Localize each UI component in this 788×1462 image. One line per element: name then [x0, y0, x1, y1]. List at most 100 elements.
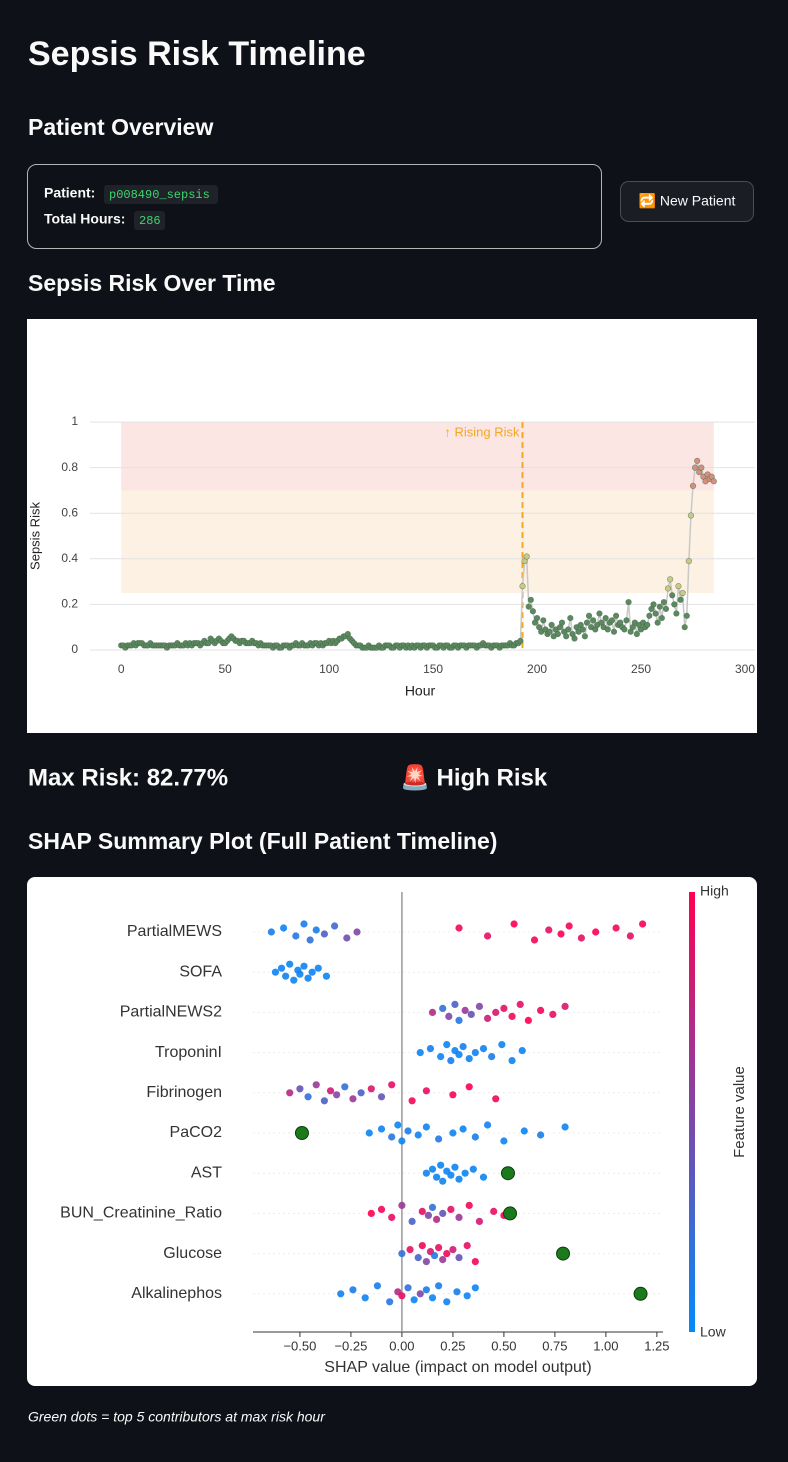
shap-dot: [455, 924, 463, 932]
x-tick-label: 300: [735, 662, 755, 676]
risk-point: [625, 599, 632, 606]
shap-dot: [508, 1012, 516, 1021]
shap-dot: [549, 1010, 557, 1019]
shap-dot: [398, 1292, 406, 1300]
button-label[interactable]: 🔁 New Patient: [639, 193, 736, 210]
shap-dot: [428, 1203, 437, 1211]
risk-point: [633, 630, 640, 638]
risk-point: [687, 512, 695, 519]
shap-dot: [639, 920, 647, 928]
shap-dot: [557, 930, 565, 938]
y-tick-label: 0: [71, 642, 78, 656]
risk-point: [540, 617, 547, 624]
shap-dot: [343, 934, 351, 942]
feature-label: PartialNEWS2: [120, 1004, 222, 1021]
risk-point: [533, 614, 541, 622]
risk-point: [660, 599, 668, 606]
x-tick-label: 1.00: [593, 1338, 618, 1353]
shap-dot: [361, 1294, 369, 1302]
shap-dot: [467, 1010, 475, 1019]
risk-point: [525, 603, 532, 610]
shap-dot: [445, 1012, 453, 1021]
code-pill: [104, 185, 218, 204]
risk-point: [677, 596, 684, 603]
footnote: Green dots = top 5 contributors at max r…: [28, 1409, 326, 1425]
shap-dot: [453, 1288, 461, 1296]
x-tick-label: 1.25: [644, 1338, 669, 1353]
shap-dot: [349, 1286, 357, 1294]
shap-dot: [377, 1093, 386, 1101]
chart-heading: SHAP Summary Plot (Full Patient Timeline…: [28, 828, 497, 854]
risk-point: [590, 617, 597, 624]
shap-dot: [432, 1215, 441, 1223]
patient-id: p008490_sepsis: [109, 188, 210, 202]
shap-dot: [422, 1258, 430, 1266]
top-contributor-dot: [294, 1126, 309, 1140]
shap-dot: [475, 1217, 484, 1225]
shap-dot: [518, 1047, 526, 1055]
shap-dot: [471, 1258, 479, 1266]
shap-dot: [300, 962, 308, 970]
shap-dot: [349, 1095, 357, 1103]
shap-dot: [439, 1177, 447, 1185]
shap-dot: [416, 1049, 424, 1057]
x-tick-label: 250: [631, 662, 651, 676]
shap-dot: [455, 1175, 463, 1183]
risk-point: [604, 626, 611, 633]
shap-dot: [463, 1242, 471, 1250]
shap-dot: [455, 1254, 463, 1262]
shap-dot: [455, 1213, 463, 1221]
shap-dot: [443, 1250, 451, 1258]
shap-dot: [524, 1016, 532, 1024]
shap-dot: [435, 1282, 443, 1290]
annotation-text: ↑ Rising Risk: [444, 425, 520, 440]
x-tick-label: 200: [527, 662, 547, 676]
shap-dot: [267, 928, 275, 936]
risk-point: [558, 619, 566, 626]
x-tick-label: 0: [118, 662, 125, 676]
shap-chart: SHAP value (impact on model output) High…: [60, 883, 748, 1377]
shap-dot: [461, 1169, 469, 1177]
shap-dot: [388, 1213, 396, 1221]
shap-dot: [394, 1121, 402, 1129]
shap-dot: [498, 1041, 506, 1049]
shap-dot: [463, 1292, 471, 1300]
shap-dot: [367, 1085, 375, 1093]
shap-dot: [469, 1165, 477, 1173]
colorbar-title: Feature value: [731, 1066, 748, 1158]
shap-dot: [416, 1290, 424, 1298]
feature-label: PaCO2: [170, 1124, 223, 1141]
button-frame[interactable]: [620, 181, 754, 222]
shap-dot: [510, 920, 518, 928]
colorbar: [689, 892, 695, 1332]
shap-dot: [508, 1057, 516, 1065]
colorbar-low: Low: [700, 1324, 727, 1340]
shap-dot: [451, 1000, 459, 1009]
risk-point: [519, 583, 526, 590]
shap-dot: [483, 932, 492, 940]
code-pill: [134, 211, 165, 230]
shap-dot: [612, 924, 620, 932]
new-patient-button[interactable]: 🔁 New Patient: [620, 181, 754, 222]
patient-card: [27, 164, 602, 249]
shap-dot: [314, 964, 322, 972]
shap-dot: [475, 1002, 484, 1011]
risk-point: [679, 589, 686, 597]
risk-point: [585, 612, 593, 619]
shap-dot: [398, 1250, 406, 1258]
risk-point: [654, 619, 661, 626]
risk-point: [567, 614, 574, 622]
shap-dot: [455, 1016, 463, 1024]
risk-point: [685, 557, 692, 565]
chart-heading: Sepsis Risk Over Time: [28, 270, 276, 296]
shap-dot: [490, 1207, 498, 1215]
risk-point: [669, 592, 676, 599]
shap-dot: [471, 1049, 479, 1057]
shap-dot: [437, 1053, 445, 1061]
shap-dot: [418, 1242, 426, 1250]
shap-dot: [428, 1165, 437, 1173]
shap-dot: [279, 924, 288, 932]
shap-dot: [439, 1004, 447, 1013]
shap-dot: [492, 1095, 500, 1103]
shap-dot: [422, 1169, 430, 1177]
